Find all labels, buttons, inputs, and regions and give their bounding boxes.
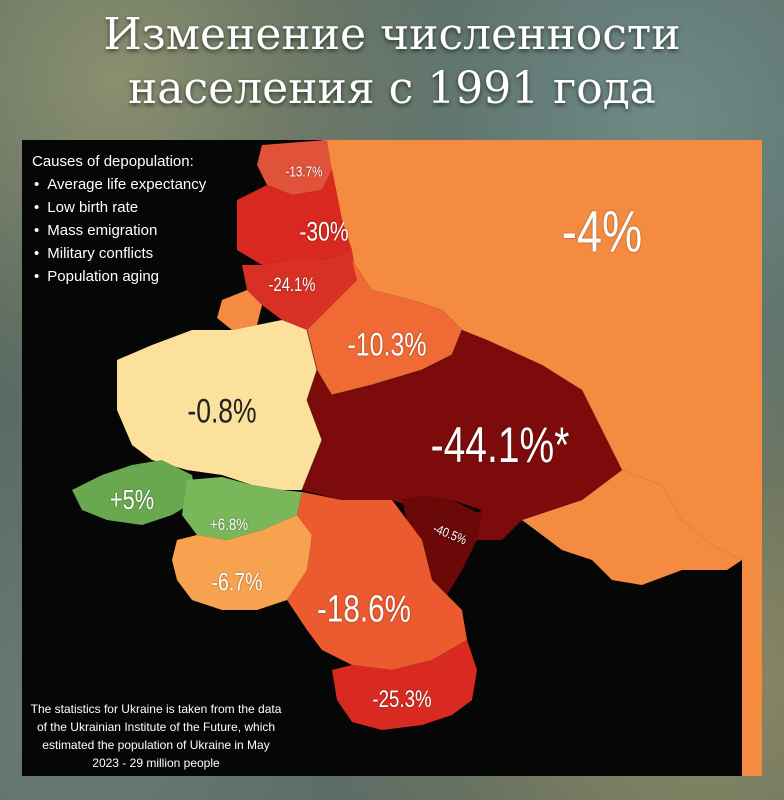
region-czechia [72,460,197,525]
label-ukraine: -44.1%* [430,417,570,473]
legend-item: Low birth rate [32,196,206,219]
region-kaliningrad [217,290,262,330]
label-belarus: -10.3% [347,326,427,363]
label-latvia: -30% [299,216,349,247]
region-poland [117,320,322,490]
label-romania: -18.6% [317,588,411,631]
region-bulgaria [332,640,477,730]
region-estonia [257,140,332,195]
region-moldova [402,495,482,595]
title-line-1: Изменение численности [103,9,681,60]
note-line: 2023 - 29 million people [92,756,220,770]
legend-item: Military conflicts [32,242,206,265]
title-line-2: населения с 1991 года [127,63,657,114]
note-line: estimated the population of Ukraine in M… [42,738,270,752]
region-russia-south [522,470,742,585]
map-panel: Causes of depopulation: Average life exp… [22,140,762,776]
page-title: Изменение численности населения с 1991 г… [0,8,784,116]
label-poland: -0.8% [187,392,257,431]
legend-item: Population aging [32,265,206,288]
map-svg [72,140,762,776]
region-slovakia [182,477,302,540]
label-slovakia: +6.8% [210,515,248,534]
note-line: of the Ukrainian Institute of the Future… [36,720,276,734]
legend-heading: Causes of depopulation: [32,153,194,170]
note-line: The statistics for Ukraine is taken from… [30,702,282,716]
label-estonia: -13.7% [285,163,323,181]
legend: Causes of depopulation: Average life exp… [32,150,206,288]
label-lithuania: -24.1% [268,275,316,296]
label-bulgaria: -25.3% [372,686,432,713]
legend-list: Average life expectancy Low birth rate M… [32,173,206,288]
region-hungary [172,515,312,610]
region-romania [287,492,467,670]
region-lithuania [242,250,357,330]
region-russia [322,140,762,776]
legend-item: Mass emigration [32,219,206,242]
label-czechia: +5% [109,484,155,515]
source-note: The statistics for Ukraine is taken from… [22,700,290,772]
region-borders [301,329,463,491]
region-belarus [307,260,462,395]
label-russia: -4% [561,199,643,265]
label-hungary: -6.7% [211,568,263,597]
region-latvia [237,170,352,265]
legend-item: Average life expectancy [32,173,206,196]
